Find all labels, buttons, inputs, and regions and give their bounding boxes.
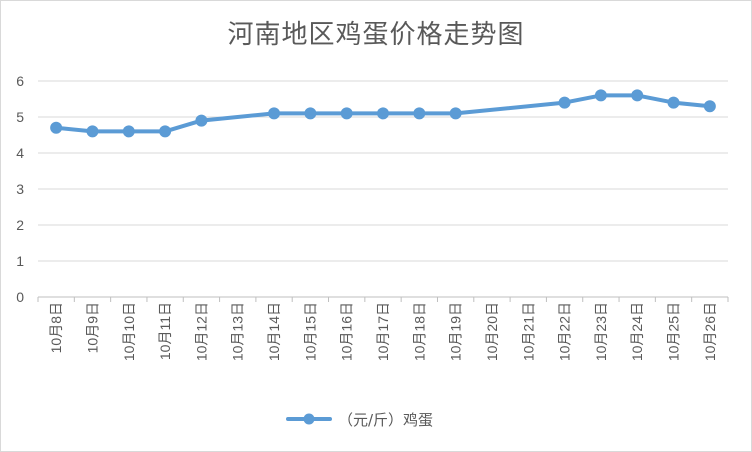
x-tick-label: 10月25日	[666, 302, 682, 361]
series-layer	[50, 89, 716, 138]
x-tick-labels: 10月8日 10月9日 10月10日 10月11日 10月12日 10月13日 10月14日…	[48, 302, 718, 361]
axes	[37, 296, 729, 302]
x-tick-label: 10月22日	[557, 302, 573, 361]
y-tick-label: 1	[16, 253, 24, 269]
series-line	[54, 93, 712, 134]
data-point-10月18日	[413, 107, 426, 120]
x-tick-label: 10月8日	[48, 302, 64, 353]
x-tick-label: 10月26日	[702, 302, 718, 361]
data-point-10月26日	[703, 100, 716, 113]
legend-point-marker	[303, 413, 315, 425]
data-point-10月22日	[558, 96, 571, 109]
x-tick-label: 10月20日	[484, 302, 500, 361]
data-point-10月12日	[195, 114, 208, 127]
data-point-10月9日	[86, 125, 99, 138]
x-tick-label: 10月19日	[448, 302, 464, 361]
data-point-10月19日	[449, 107, 462, 120]
data-point-10月16日	[340, 107, 353, 120]
y-tick-label: 2	[16, 217, 24, 233]
data-point-10月15日	[304, 107, 317, 120]
x-tick-label: 10月24日	[629, 302, 645, 361]
y-tick-labels: 0 1 2 3 4 5 6	[16, 73, 24, 305]
data-point-10月10日	[122, 125, 135, 138]
x-tick-label: 10月18日	[411, 302, 427, 361]
y-tick-label: 3	[16, 181, 24, 197]
data-point-10月11日	[159, 125, 172, 138]
x-tick-label: 10月12日	[193, 302, 209, 361]
legend-label: （元/斤）鸡蛋	[338, 411, 433, 429]
x-tick-label: 10月15日	[302, 302, 318, 361]
x-tick-label: 10月13日	[230, 302, 246, 361]
x-tick-label: 10月10日	[121, 302, 137, 361]
y-tick-label: 4	[16, 145, 24, 161]
y-tick-label: 5	[16, 109, 24, 125]
x-tick-label: 10月21日	[520, 302, 536, 361]
data-point-10月24日	[631, 89, 644, 102]
x-tick-label: 10月16日	[339, 302, 355, 361]
chart-title: 河南地区鸡蛋价格走势图	[227, 20, 525, 50]
data-point-10月14日	[268, 107, 281, 120]
y-tick-label: 0	[16, 289, 24, 305]
x-tick-label: 10月17日	[375, 302, 391, 361]
legend: （元/斤）鸡蛋	[286, 411, 433, 429]
data-point-10月8日	[50, 121, 63, 134]
x-tick-label: 10月14日	[266, 302, 282, 361]
data-point-10月17日	[377, 107, 389, 120]
x-tick-label: 10月9日	[84, 302, 100, 353]
data-point-10月23日	[594, 89, 607, 102]
x-tick-label: 10月11日	[157, 302, 173, 360]
x-tick-label: 10月23日	[593, 302, 609, 361]
y-tick-label: 6	[16, 73, 24, 89]
data-point-10月25日	[667, 96, 680, 109]
